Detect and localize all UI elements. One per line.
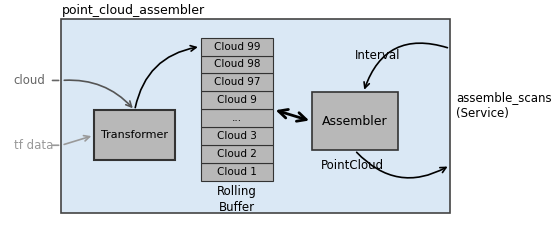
Text: Cloud 3: Cloud 3 — [217, 131, 257, 141]
Text: tf data: tf data — [13, 139, 53, 152]
FancyBboxPatch shape — [201, 127, 273, 145]
Text: assemble_scans
(Service): assemble_scans (Service) — [456, 91, 552, 120]
Text: Assembler: Assembler — [322, 115, 387, 128]
Text: point_cloud_assembler: point_cloud_assembler — [61, 4, 205, 17]
FancyBboxPatch shape — [61, 19, 450, 213]
Text: Cloud 99: Cloud 99 — [214, 41, 260, 51]
FancyBboxPatch shape — [201, 55, 273, 73]
Text: PointCloud: PointCloud — [321, 159, 384, 172]
Text: Cloud 98: Cloud 98 — [214, 59, 260, 69]
FancyBboxPatch shape — [312, 93, 397, 150]
FancyBboxPatch shape — [201, 109, 273, 127]
Text: cloud: cloud — [13, 74, 45, 87]
Text: ...: ... — [232, 113, 242, 123]
Text: Cloud 2: Cloud 2 — [217, 149, 257, 159]
FancyBboxPatch shape — [201, 163, 273, 181]
Text: Interval: Interval — [355, 49, 401, 62]
Text: Cloud 9: Cloud 9 — [217, 95, 257, 105]
FancyBboxPatch shape — [201, 145, 273, 163]
FancyBboxPatch shape — [94, 110, 176, 160]
FancyBboxPatch shape — [201, 38, 273, 55]
Text: Transformer: Transformer — [101, 130, 168, 140]
FancyBboxPatch shape — [201, 91, 273, 109]
FancyBboxPatch shape — [201, 73, 273, 91]
Text: Rolling
Buffer: Rolling Buffer — [217, 185, 257, 214]
Text: Cloud 1: Cloud 1 — [217, 167, 257, 177]
Text: Cloud 97: Cloud 97 — [214, 77, 260, 87]
